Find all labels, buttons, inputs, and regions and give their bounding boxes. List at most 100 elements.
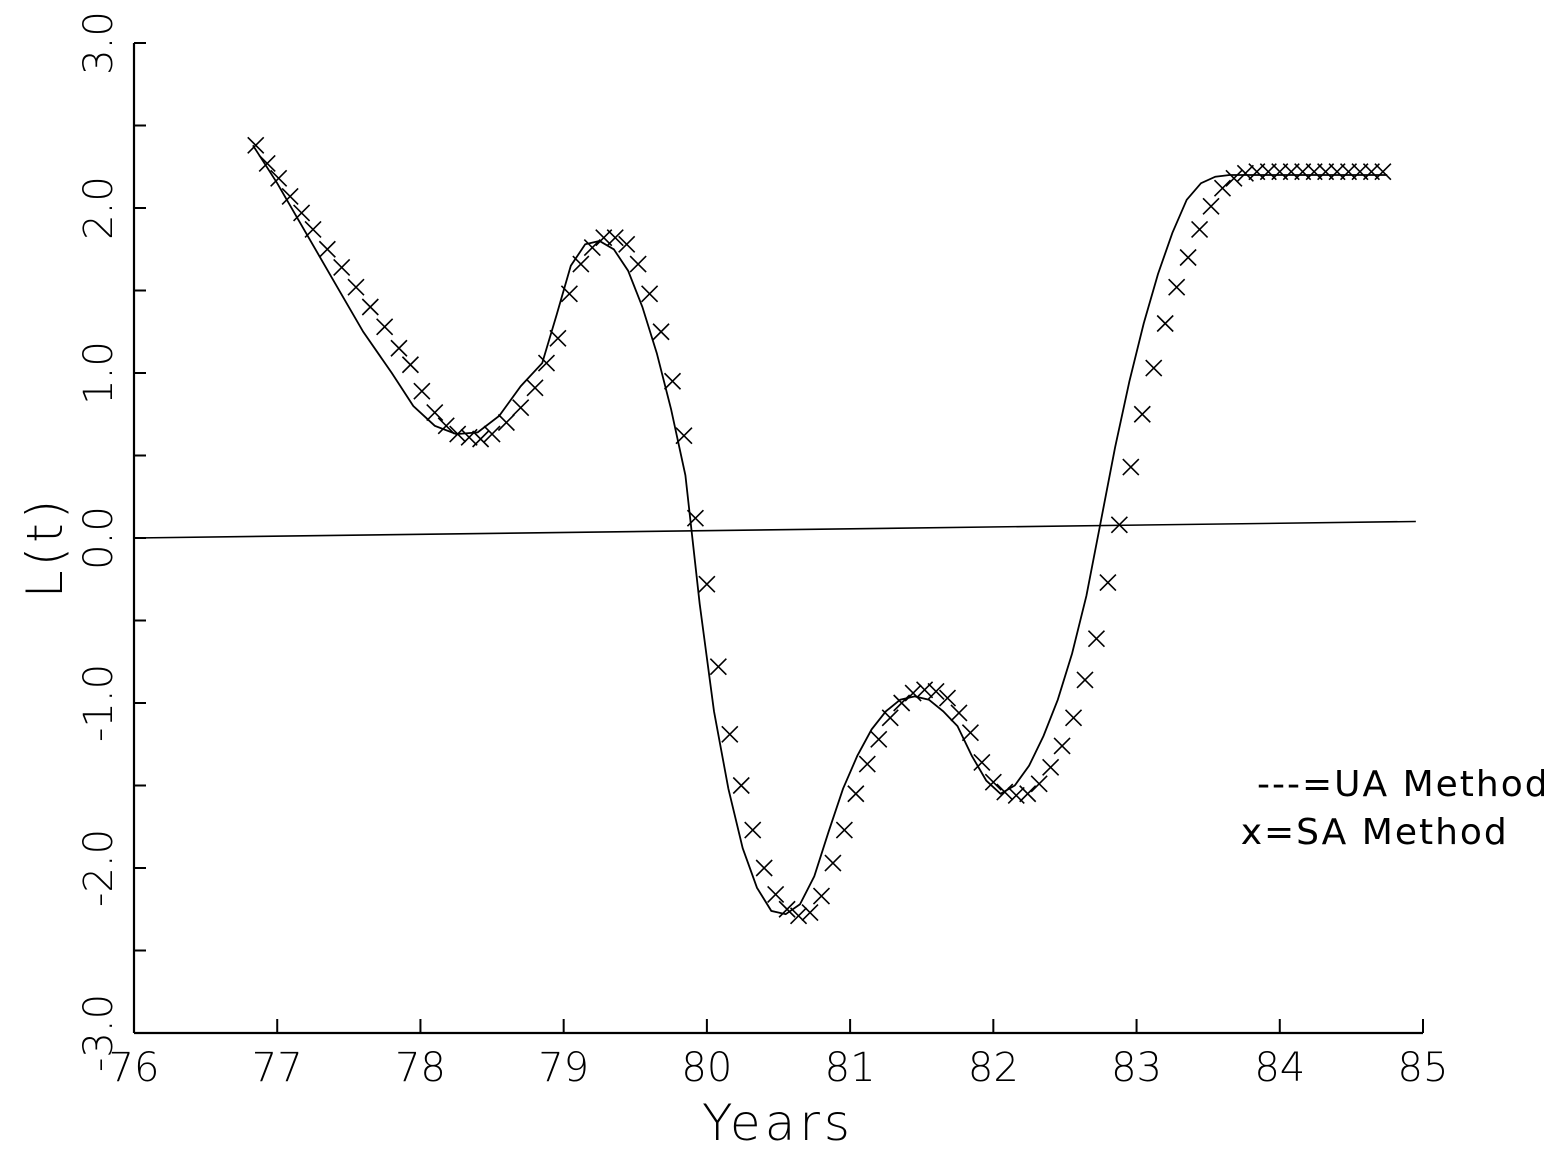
sa-marker-point [767,885,785,903]
sa-marker-point [961,724,979,742]
sa-marker-point [812,887,831,905]
sa-marker-point [721,725,739,743]
y-axis-tick-labels: -3.0 -2.0 -1.0 0.0 1.0 2.0 3.0 [76,11,122,1072]
y-tick-label: 1.0 [76,341,122,405]
sa-marker-point [560,285,578,303]
x-tick-label: 79 [538,1045,589,1091]
sa-marker-point [449,425,467,443]
sa-marker-point [606,229,624,247]
sa-marker-point [984,773,1002,791]
sa-marker-point [1374,163,1392,181]
legend-item-ua-method: --- =UA Method [1257,764,1544,805]
sa-marker-point [1053,737,1071,755]
sa-marker-point [497,413,515,432]
sa-marker-point [304,220,322,239]
axes: -3.0 -2.0 -1.0 0.0 1.0 2.0 3.0 76 77 78 79 80 81 82 8… [76,11,1448,1091]
sa-marker-point [663,372,682,390]
sa-marker-point [916,681,934,699]
sa-marker-point [1145,359,1163,377]
y-tick-label: 0.0 [76,506,122,570]
sa-marker-point [778,900,796,918]
sa-marker-point [629,255,647,273]
sa-marker-point [1076,671,1094,689]
sa-marker-point [426,404,444,422]
x-tick-label: 76 [109,1045,160,1091]
sa-marker-point [938,689,957,707]
sa-marker-point [318,240,336,258]
sa-marker-point [893,694,911,712]
sa-marker-point [281,187,299,206]
sa-marker-point [801,903,819,922]
sa-marker-point [927,682,945,701]
sa-marker-point [549,329,567,347]
sa-marker-point [1087,630,1106,648]
sa-marker-point [483,425,501,443]
sa-marker-point [1133,405,1151,423]
sa-marker-point [293,204,311,222]
sa-marker-point [858,755,876,773]
sa-marker-point [904,684,922,702]
sa-marker-point [1042,758,1060,776]
sa-marker-point [526,379,544,397]
y-tick-label: -3.0 [76,994,122,1072]
sa-marker-point [1110,516,1128,534]
sa-marker-point [512,399,530,417]
x-tick-label: 83 [1111,1045,1162,1091]
ua-method-series-line [252,144,1388,916]
sa-marker-point [641,285,659,303]
sa-marker-point [361,298,379,316]
x-tick-label: 77 [252,1045,303,1091]
sa-marker-point [247,136,265,154]
sa-marker-point [1156,314,1174,333]
x-axis-ticks [133,1019,1424,1033]
sa-marker-point [583,239,601,257]
sa-method-markers [247,136,1392,925]
x-tick-label: 85 [1398,1045,1449,1091]
y-tick-label: -1.0 [76,664,122,742]
sa-marker-point [1064,709,1083,727]
sa-marker-point [1213,179,1232,197]
sa-marker-point [870,730,888,748]
sa-marker-point [835,821,853,839]
sa-marker-point [460,428,478,446]
x-tick-label: 84 [1254,1045,1305,1091]
y-tick-label: 2.0 [76,176,122,240]
sa-marker-point [881,709,899,727]
sa-marker-point [1225,169,1243,187]
y-axis-title: L(t) [16,496,74,598]
sa-marker-point [347,278,365,296]
sa-marker-point [789,907,808,925]
sa-marker-point [472,430,490,448]
sa-marker-point [437,417,455,435]
x-tick-label: 80 [681,1045,732,1091]
sa-marker-point [413,382,431,400]
sa-marker-point [652,323,670,341]
x-axis-title: Years [702,1094,854,1151]
legend-label-ua: =UA Method [1302,764,1544,805]
x-tick-label: 82 [968,1045,1019,1091]
sa-marker-point [698,575,716,593]
sa-marker-point [847,785,865,803]
sa-marker-point [258,154,276,173]
sa-marker-point [1030,775,1048,793]
sa-marker-point [390,339,408,357]
sa-marker-point [824,854,842,872]
legend-label-sa: =SA Method [1264,812,1509,853]
y-tick-label: 3.0 [76,11,122,75]
sa-marker-point [1179,248,1197,267]
sa-marker-point [709,658,727,676]
legend-symbol-ua: --- [1257,764,1302,805]
x-tick-label: 81 [825,1045,876,1091]
sa-marker-point [1007,786,1025,804]
sa-marker-point [950,704,968,722]
sa-marker-point [755,859,773,877]
sa-marker-point [1202,197,1220,215]
legend-symbol-sa: x [1241,812,1264,853]
sa-marker-point [401,356,419,374]
x-axis-tick-labels: 76 77 78 79 80 81 82 83 84 85 [109,1045,1449,1091]
sa-marker-point [1099,573,1117,592]
reference-line [133,520,1416,539]
y-tick-label: -2.0 [76,829,122,907]
